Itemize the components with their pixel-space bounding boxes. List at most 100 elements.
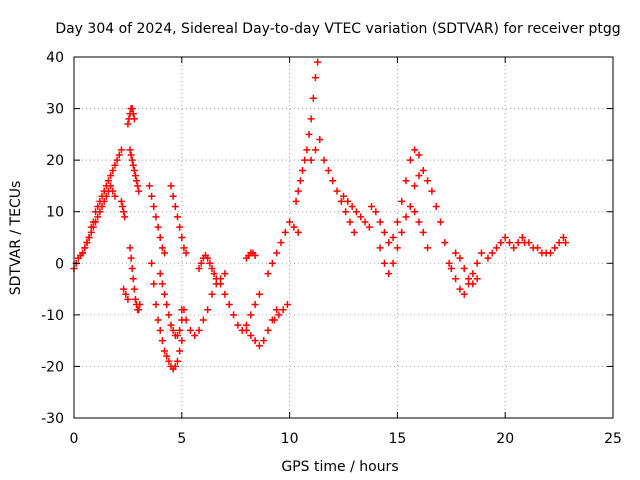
- data-point-arc4: [126, 146, 134, 154]
- y-axis-label: SDTVAR / TECUs: [8, 181, 24, 296]
- data-point-arc18: [279, 306, 287, 314]
- data-point-arc22: [393, 218, 401, 226]
- data-point-arc17: [264, 270, 272, 278]
- data-point-arc8: [154, 223, 162, 231]
- y-tick-label: 20: [46, 153, 64, 169]
- data-point-arc23: [398, 228, 406, 236]
- data-point-arc25: [477, 249, 485, 257]
- data-point-arc22: [402, 177, 410, 185]
- data-point-arc10: [150, 280, 158, 288]
- data-point-arc12: [186, 326, 194, 334]
- y-tick-label: -30: [41, 411, 64, 427]
- x-tick-labels: 0 5 10 15 20 25: [70, 431, 622, 447]
- y-tick-label: -20: [41, 359, 64, 375]
- data-point-arc19: [296, 177, 304, 185]
- data-point-arc14: [225, 301, 233, 309]
- data-point-arc21: [365, 223, 373, 231]
- data-point-arc14: [251, 301, 259, 309]
- data-point-arc24: [432, 203, 440, 211]
- data-point-arc10: [171, 362, 179, 370]
- data-point-arc28: [546, 249, 554, 257]
- data-point-arc23: [415, 218, 423, 226]
- data-point-arc13: [208, 264, 216, 272]
- data-point-arc11: [158, 280, 166, 288]
- data-point-arc22: [415, 151, 423, 159]
- data-point-arc19: [311, 74, 319, 82]
- data-point-arc26: [469, 280, 477, 288]
- data-point-arc15: [255, 342, 263, 350]
- data-point-arc20: [329, 177, 337, 185]
- data-point-arc8: [152, 213, 160, 221]
- data-point-arc14: [221, 290, 229, 298]
- data-point-arc23: [380, 259, 388, 267]
- data-point-arc27: [510, 244, 518, 252]
- data-point-arc2: [87, 223, 95, 231]
- data-point-arc19: [307, 115, 315, 123]
- data-point-arc23: [393, 244, 401, 252]
- data-point-arc10: [148, 259, 156, 267]
- data-point-arc3: [129, 110, 137, 118]
- data-point-arc2: [117, 146, 125, 154]
- data-point-arc8: [156, 234, 164, 241]
- data-point-arc11: [173, 331, 181, 339]
- data-point-arc3: [128, 105, 136, 113]
- data-point-arc2: [89, 218, 97, 226]
- data-point-arc2: [109, 166, 117, 174]
- data-point-arc14: [255, 290, 263, 298]
- data-point-arc27: [497, 239, 505, 247]
- data-point-arc4: [127, 151, 135, 159]
- data-point-arc12: [221, 270, 229, 278]
- data-point-arc2: [79, 249, 87, 257]
- data-point-arc12: [191, 331, 199, 339]
- data-point-arc17: [273, 249, 281, 257]
- data-point-arc15: [242, 326, 250, 334]
- data-point-arc23: [376, 244, 384, 252]
- data-point-arc11: [156, 270, 164, 278]
- data-point-arc2: [85, 234, 93, 241]
- data-point-arc7: [122, 290, 130, 298]
- x-tick-label: 25: [604, 431, 622, 447]
- data-point-arc4: [133, 177, 141, 185]
- data-point-arc11: [165, 311, 173, 319]
- data-point-arc4: [128, 156, 136, 164]
- data-point-arc19: [292, 197, 300, 205]
- data-point-arc27: [493, 244, 501, 252]
- data-point-arc23: [389, 259, 397, 267]
- data-point-arc2: [102, 182, 110, 190]
- data-point-arc9: [182, 249, 190, 257]
- data-point-arc20: [337, 197, 345, 205]
- data-point-arc20: [311, 146, 319, 154]
- data-point-arc24: [415, 172, 423, 180]
- data-point-arc27: [488, 249, 496, 257]
- data-point-arc28: [551, 244, 559, 252]
- data-point-arc26: [456, 254, 464, 262]
- grid-lines: [73, 56, 614, 419]
- data-point-arc28: [562, 239, 570, 247]
- data-point-arc9: [173, 213, 181, 221]
- y-tick-label: 10: [46, 205, 64, 221]
- data-point-arc12: [195, 326, 203, 334]
- x-tick-label: 5: [177, 431, 186, 447]
- data-points: [70, 58, 570, 373]
- data-point-arc20: [346, 218, 354, 226]
- data-point-arc27: [514, 239, 522, 247]
- data-point-arc26: [460, 264, 468, 272]
- data-point-arc23: [424, 244, 432, 252]
- plot-frame: [73, 56, 614, 419]
- data-point-arc28: [555, 239, 563, 247]
- data-point-arc26: [465, 275, 473, 283]
- data-point-arc26: [473, 275, 481, 283]
- data-point-arc10: [173, 357, 181, 365]
- data-point-arc13: [212, 275, 220, 283]
- data-point-arc6: [131, 295, 139, 303]
- data-point-arc4: [131, 172, 139, 180]
- data-point-arc2: [107, 172, 115, 180]
- data-point-arc19: [309, 94, 317, 102]
- data-point-arc22: [372, 208, 380, 216]
- data-point-arc17: [290, 223, 298, 231]
- data-point-arc5: [120, 208, 128, 216]
- data-point-arc5: [117, 197, 125, 205]
- data-point-arc23: [385, 270, 393, 278]
- data-point-arc3: [130, 115, 138, 123]
- x-tick-label: 10: [281, 431, 299, 447]
